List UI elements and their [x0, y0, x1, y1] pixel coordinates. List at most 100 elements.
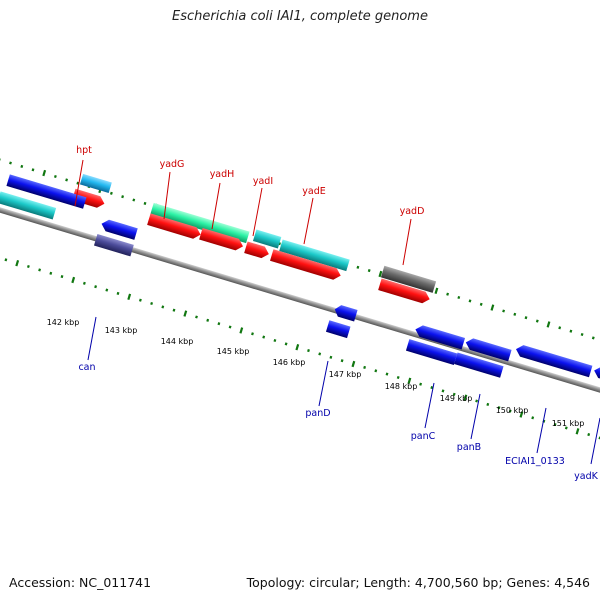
gene-panD-cds[interactable]: [333, 304, 358, 322]
feature-left-teal-box[interactable]: [0, 191, 57, 220]
gene-label-panB[interactable]: panB: [457, 442, 481, 453]
inner-ring-dot: [497, 406, 501, 410]
accession-text: Accession: NC_011741: [9, 575, 152, 590]
gene-ECIAI1_0133-cds[interactable]: [514, 343, 593, 378]
outer-ring-dot: [468, 299, 472, 303]
inner-ring-dot: [94, 285, 98, 289]
inner-ring-major-tick: [71, 276, 76, 284]
inner-ring-dot: [26, 264, 30, 269]
gene-label-yadD[interactable]: yadD: [400, 206, 425, 217]
inner-ring-dot: [396, 375, 400, 380]
inner-ring-dot: [307, 349, 310, 353]
inner-ring-major-tick: [519, 411, 524, 418]
gene-yadG-box[interactable]: [150, 202, 250, 244]
outer-ring-dot: [356, 265, 360, 269]
inner-ring-dot: [508, 409, 512, 413]
gene-label-yadH[interactable]: yadH: [210, 169, 235, 180]
leader-yadH: [211, 182, 221, 230]
feature-left-blue-cds[interactable]: [6, 174, 87, 209]
inner-ring-major-tick: [127, 293, 132, 300]
gene-panB-cds[interactable]: [464, 337, 512, 362]
gene-can-box[interactable]: [93, 234, 134, 257]
tick-label-146: 146 kbp: [273, 358, 306, 367]
inner-ring-dot: [150, 301, 154, 306]
gene-panC-cds[interactable]: [414, 324, 466, 350]
tick-label-151: 151 kbp: [552, 419, 585, 428]
inner-ring-dot: [195, 315, 198, 319]
outer-ring-dot: [9, 161, 12, 165]
gene-yadD-cds[interactable]: [378, 278, 431, 305]
inner-ring-dot: [531, 416, 535, 420]
gene-panB-box[interactable]: [454, 352, 504, 378]
gene-panD-box[interactable]: [325, 320, 351, 339]
inner-ring-dot: [329, 355, 333, 359]
tick-label-149: 149 kbp: [440, 394, 473, 403]
inner-ring-major-tick: [183, 310, 188, 317]
gene-yadK-cds[interactable]: [592, 365, 600, 385]
leader-panC: [424, 382, 435, 429]
gene-yadE-cds[interactable]: [270, 249, 342, 281]
gene-label-yadI[interactable]: yadI: [253, 176, 273, 187]
inner-ring-dot: [82, 281, 86, 285]
outer-ring-dot: [109, 191, 113, 195]
outer-ring-dot: [558, 326, 562, 330]
gene-hpt-outer-box[interactable]: [79, 173, 112, 194]
gene-label-panD[interactable]: panD: [305, 408, 330, 419]
inner-ring-dot: [587, 433, 591, 437]
outer-ring-major-tick: [490, 304, 495, 311]
inner-ring-dot: [564, 426, 568, 430]
gene-yadD-outer-box[interactable]: [380, 265, 437, 293]
gene-label-ECIAI1_0133[interactable]: ECIAI1_0133: [505, 456, 565, 467]
outer-ring-dot: [524, 316, 528, 320]
gene-label-panC[interactable]: panC: [411, 431, 436, 442]
inner-ring-dot: [441, 389, 445, 393]
gene-label-can[interactable]: can: [78, 362, 95, 373]
outer-ring-major-tick: [434, 287, 439, 294]
outer-ring-dot: [143, 201, 147, 205]
gene-label-yadE[interactable]: yadE: [302, 186, 325, 197]
inner-ring-dot: [172, 308, 176, 312]
gene-label-yadG[interactable]: yadG: [160, 159, 185, 170]
outer-ring-dot: [367, 269, 371, 273]
inner-ring-major-tick: [407, 377, 412, 384]
outer-ring-dot: [132, 198, 136, 202]
gene-yadI-cds[interactable]: [244, 241, 270, 259]
inner-ring-dot: [486, 402, 490, 406]
gene-yadI-outer-box[interactable]: [252, 229, 282, 249]
inner-ring-major-tick: [575, 428, 580, 435]
outer-ring-dot: [0, 158, 1, 162]
inner-ring-dot: [38, 268, 42, 272]
outer-ring-dot: [513, 312, 517, 316]
gene-label-hpt[interactable]: hpt: [76, 145, 92, 156]
inner-ring-dot: [217, 322, 221, 326]
gene-label-yadK[interactable]: yadK: [574, 471, 598, 482]
outer-ring-major-tick: [42, 169, 47, 177]
inner-ring-dot: [452, 392, 456, 396]
outer-ring-dot: [580, 332, 584, 337]
gene-panC-box[interactable]: [405, 339, 458, 365]
tick-label-145: 145 kbp: [217, 347, 250, 356]
gene-yadG-cds[interactable]: [147, 213, 202, 240]
leader-yadE: [303, 197, 314, 245]
gene-yadH-cds[interactable]: [199, 227, 245, 252]
inner-ring-dot: [340, 359, 344, 363]
tick-label-142: 142 kbp: [47, 318, 80, 327]
leader-yadG: [163, 171, 171, 220]
gene-yadE-outer-box[interactable]: [279, 239, 350, 272]
inner-ring-major-tick: [295, 344, 300, 351]
outer-ring-dot: [121, 195, 125, 199]
inner-ring-dot: [105, 288, 109, 292]
leader-yadK: [590, 417, 600, 465]
outer-ring-dot: [479, 302, 483, 306]
gene-can-cds[interactable]: [100, 218, 138, 240]
tick-label-144: 144 kbp: [161, 337, 194, 346]
inner-ring-dot: [4, 258, 8, 262]
inner-ring-dot: [553, 422, 557, 427]
inner-ring-dot: [273, 338, 277, 343]
inner-ring-dot: [251, 332, 254, 336]
outer-ring-dot: [20, 164, 24, 168]
leader-yadD: [402, 218, 412, 266]
gene-hpt-cds[interactable]: [72, 188, 106, 210]
inner-ring-major-tick: [463, 394, 468, 401]
leader-ECIAI1_0133: [536, 407, 547, 454]
